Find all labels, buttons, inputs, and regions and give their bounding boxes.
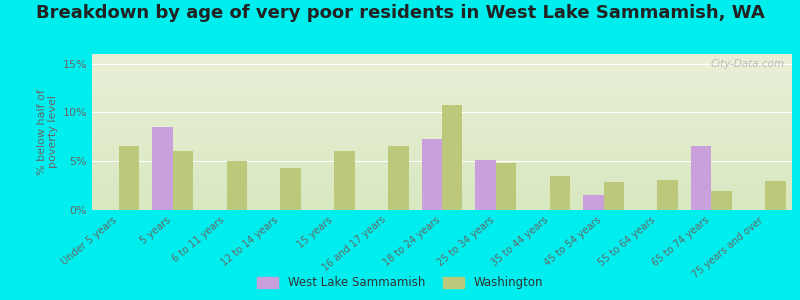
Bar (711, 191, 732, 210)
Bar (152, 127, 173, 210)
Bar (583, 195, 603, 210)
Text: Breakdown by age of very poor residents in West Lake Sammamish, WA: Breakdown by age of very poor residents … (36, 4, 764, 22)
Bar (388, 146, 409, 210)
Bar (334, 151, 354, 210)
Text: City-Data.com: City-Data.com (711, 59, 785, 69)
Bar (226, 161, 247, 210)
Bar (475, 160, 496, 210)
Y-axis label: % below half of
poverty level: % below half of poverty level (37, 89, 58, 175)
Bar (442, 105, 462, 210)
Bar (550, 176, 570, 210)
Bar (603, 182, 624, 210)
Bar (690, 146, 711, 210)
Bar (119, 146, 139, 210)
Bar (281, 168, 301, 210)
Bar (173, 151, 194, 210)
Bar (496, 163, 516, 210)
Bar (422, 139, 442, 210)
Bar (658, 180, 678, 210)
Bar (765, 181, 786, 210)
Legend: West Lake Sammamish, Washington: West Lake Sammamish, Washington (252, 272, 548, 294)
